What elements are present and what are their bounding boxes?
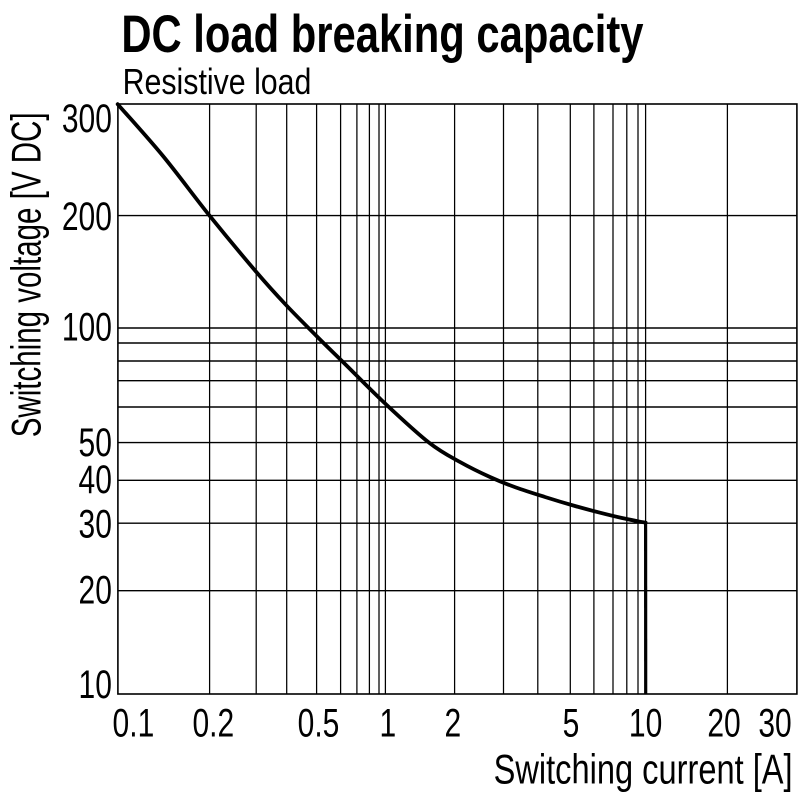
svg-text:0.2: 0.2: [192, 701, 234, 745]
svg-text:30: 30: [79, 502, 112, 546]
svg-text:Resistive load: Resistive load: [123, 62, 312, 102]
svg-text:0.1: 0.1: [113, 701, 155, 745]
svg-text:Switching voltage [V DC]: Switching voltage [V DC]: [2, 112, 49, 437]
svg-text:300: 300: [62, 97, 112, 141]
svg-text:20: 20: [707, 701, 740, 745]
svg-text:100: 100: [62, 305, 112, 349]
svg-text:0.5: 0.5: [298, 701, 340, 745]
svg-text:Switching current [A]: Switching current [A]: [494, 745, 793, 792]
svg-text:30: 30: [758, 701, 791, 745]
svg-text:200: 200: [62, 195, 112, 239]
svg-text:10: 10: [629, 701, 662, 745]
svg-text:50: 50: [79, 421, 112, 465]
svg-text:40: 40: [79, 458, 112, 502]
svg-text:1: 1: [379, 701, 396, 745]
svg-text:DC load breaking capacity: DC load breaking capacity: [121, 5, 644, 64]
svg-text:2: 2: [445, 701, 462, 745]
svg-text:5: 5: [563, 701, 580, 745]
svg-text:20: 20: [79, 568, 112, 612]
svg-text:10: 10: [79, 663, 112, 707]
